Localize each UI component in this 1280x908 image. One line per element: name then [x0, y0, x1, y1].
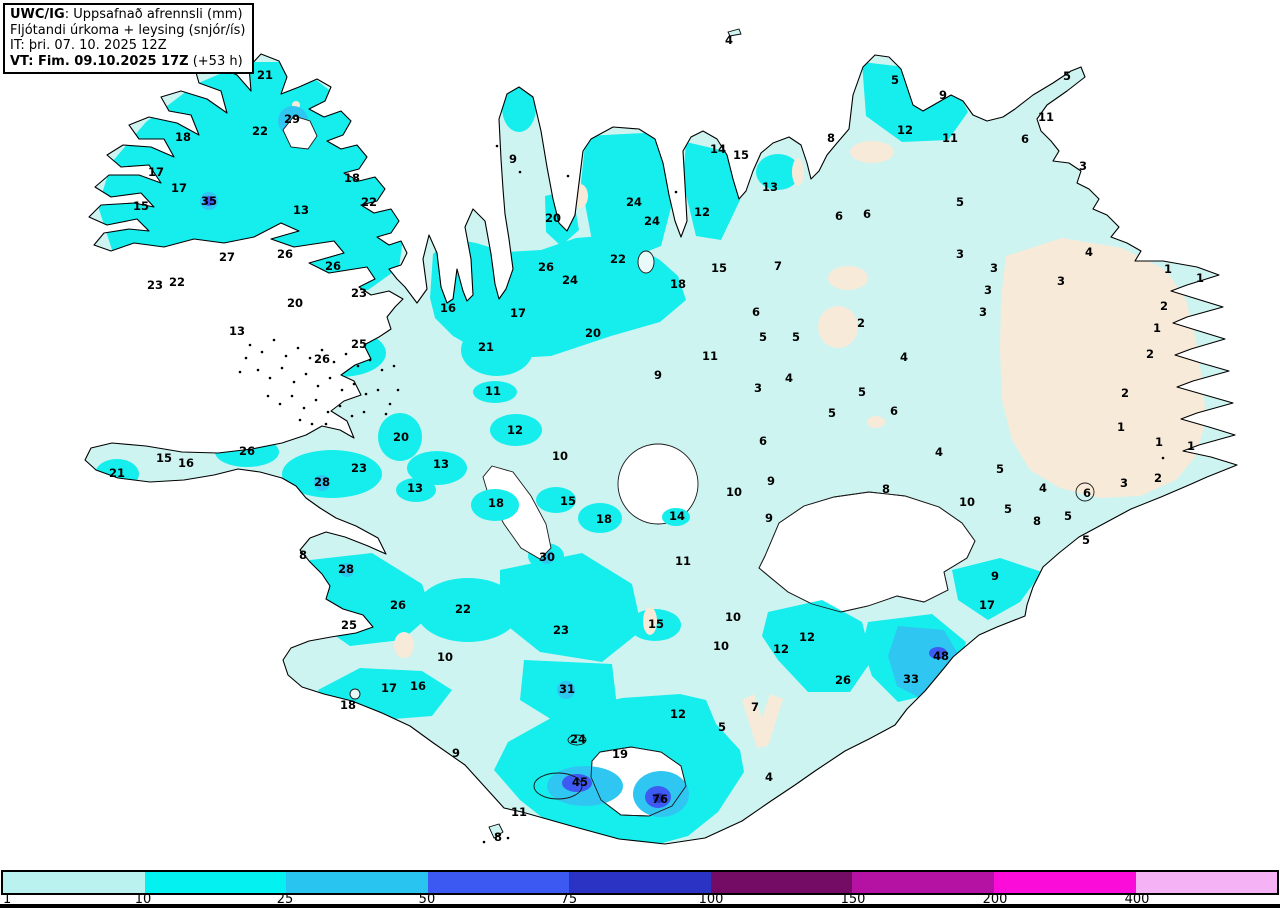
islet-dot: [364, 392, 368, 396]
islet-dot: [376, 388, 380, 392]
legend-segment: [569, 872, 711, 893]
glaciers: [282, 115, 976, 817]
glacier-tindfjallajokull: [567, 734, 587, 746]
legend-tick-label: 10: [134, 892, 152, 907]
islet-dot: [332, 360, 336, 364]
islet-dot: [388, 402, 392, 406]
below-1mm-regions: [195, 101, 1206, 748]
islet-dot: [392, 364, 396, 368]
glacier-drangajokull: [282, 115, 318, 150]
legend-segment: [852, 872, 994, 893]
islet-dot: [362, 410, 366, 414]
islet-dot: [316, 384, 320, 388]
legend-tick-label: 400: [1124, 892, 1150, 907]
legend-tick-label: 150: [840, 892, 866, 907]
bottom-border: [0, 904, 1280, 908]
islet-dot: [310, 422, 314, 426]
islet-dot: [314, 398, 318, 402]
glacier-hofsjokull: [617, 443, 699, 525]
legend-tick-label: 1: [3, 892, 12, 907]
lake-myvatn: [637, 250, 655, 274]
valid-time: VT: Fim. 09.10.2025 17Z: [10, 53, 189, 69]
islet-dot: [384, 412, 388, 416]
legend-tick-label: 75: [560, 892, 578, 907]
legend-tick-label: 50: [418, 892, 436, 907]
islet-dot: [368, 358, 372, 362]
title-line-4: VT: Fim. 09.10.2025 17Z (+53 h): [10, 53, 243, 69]
islet-dot: [292, 380, 296, 384]
legend-segment: [993, 872, 1136, 893]
islet-dot: [566, 174, 570, 178]
islet-dot: [272, 338, 276, 342]
islet-dot: [320, 348, 324, 352]
color-scale-bar: [1, 870, 1279, 895]
islet-dot: [674, 190, 678, 194]
islet-dot: [308, 356, 312, 360]
offshore-islands: [488, 28, 742, 839]
islet-dot: [278, 402, 282, 406]
islet-dot: [304, 372, 308, 376]
islet-dot: [482, 840, 486, 844]
islet-dot: [340, 388, 344, 392]
band-50-75-spot-west: [204, 196, 214, 206]
title-line-3: IT: þri. 07. 10. 2025 12Z: [10, 38, 167, 53]
islet-dot: [326, 410, 330, 414]
islet-dot: [284, 354, 288, 358]
islet-dot: [244, 356, 248, 360]
islet-dot: [344, 352, 348, 356]
islet-dot: [350, 414, 354, 418]
legend-segment: [3, 872, 145, 893]
islet-dot: [260, 350, 264, 354]
glacier-eyjafjallajokull: [533, 772, 583, 800]
glacier-snaefell: [1075, 482, 1095, 502]
legend-tick-label: 25: [276, 892, 294, 907]
product-code: UWC/IG: [10, 7, 65, 22]
islet-dot: [302, 406, 306, 410]
legend-segment: [144, 872, 287, 893]
title-line-1: UWC/IG: Uppsafnað afrennsli (mm): [10, 7, 243, 22]
islet-dot: [1161, 456, 1165, 460]
legend-tick-label: 100: [698, 892, 724, 907]
legend-segment: [1135, 872, 1278, 893]
coastline: [84, 53, 1238, 845]
islet-dot: [298, 418, 302, 422]
islet-dot: [256, 368, 260, 372]
title-line-2: Fljótandi úrkoma + leysing (snjór/ís): [10, 22, 246, 38]
island-heimaey: [488, 823, 504, 839]
islet-dot: [280, 366, 284, 370]
legend-tick-label: 200: [982, 892, 1008, 907]
breidafjordur-islets: [238, 144, 1165, 844]
islet-dot: [296, 346, 300, 350]
islet-dot: [356, 364, 360, 368]
islet-dot: [352, 382, 356, 386]
legend-segment: [427, 872, 570, 893]
islet-dot: [268, 376, 272, 380]
islet-dot: [338, 404, 342, 408]
glacier-outlines: [533, 482, 1095, 817]
islet-dot: [248, 343, 252, 347]
islet-dot: [506, 836, 510, 840]
islet-dot: [290, 394, 294, 398]
island-grimsey: [727, 28, 742, 37]
islet-dot: [324, 422, 328, 426]
color-scale-labels: 1 10 25 50 75 100 150 200 400: [1, 893, 1279, 906]
legend-segment: [710, 872, 853, 893]
islet-dot: [396, 388, 400, 392]
islet-dot: [266, 394, 270, 398]
islet-dot: [328, 376, 332, 380]
legend-segment: [286, 872, 428, 893]
lakes: [349, 250, 655, 700]
islet-dot: [238, 370, 242, 374]
islet-dot: [380, 368, 384, 372]
islet-dot: [495, 144, 499, 148]
islet-dot: [518, 170, 522, 174]
map-title-box: UWC/IG: Uppsafnað afrennsli (mm) Fljótan…: [3, 3, 254, 74]
iceland-runoff-map: [84, 28, 1238, 845]
lake-small-southwest: [349, 688, 361, 700]
